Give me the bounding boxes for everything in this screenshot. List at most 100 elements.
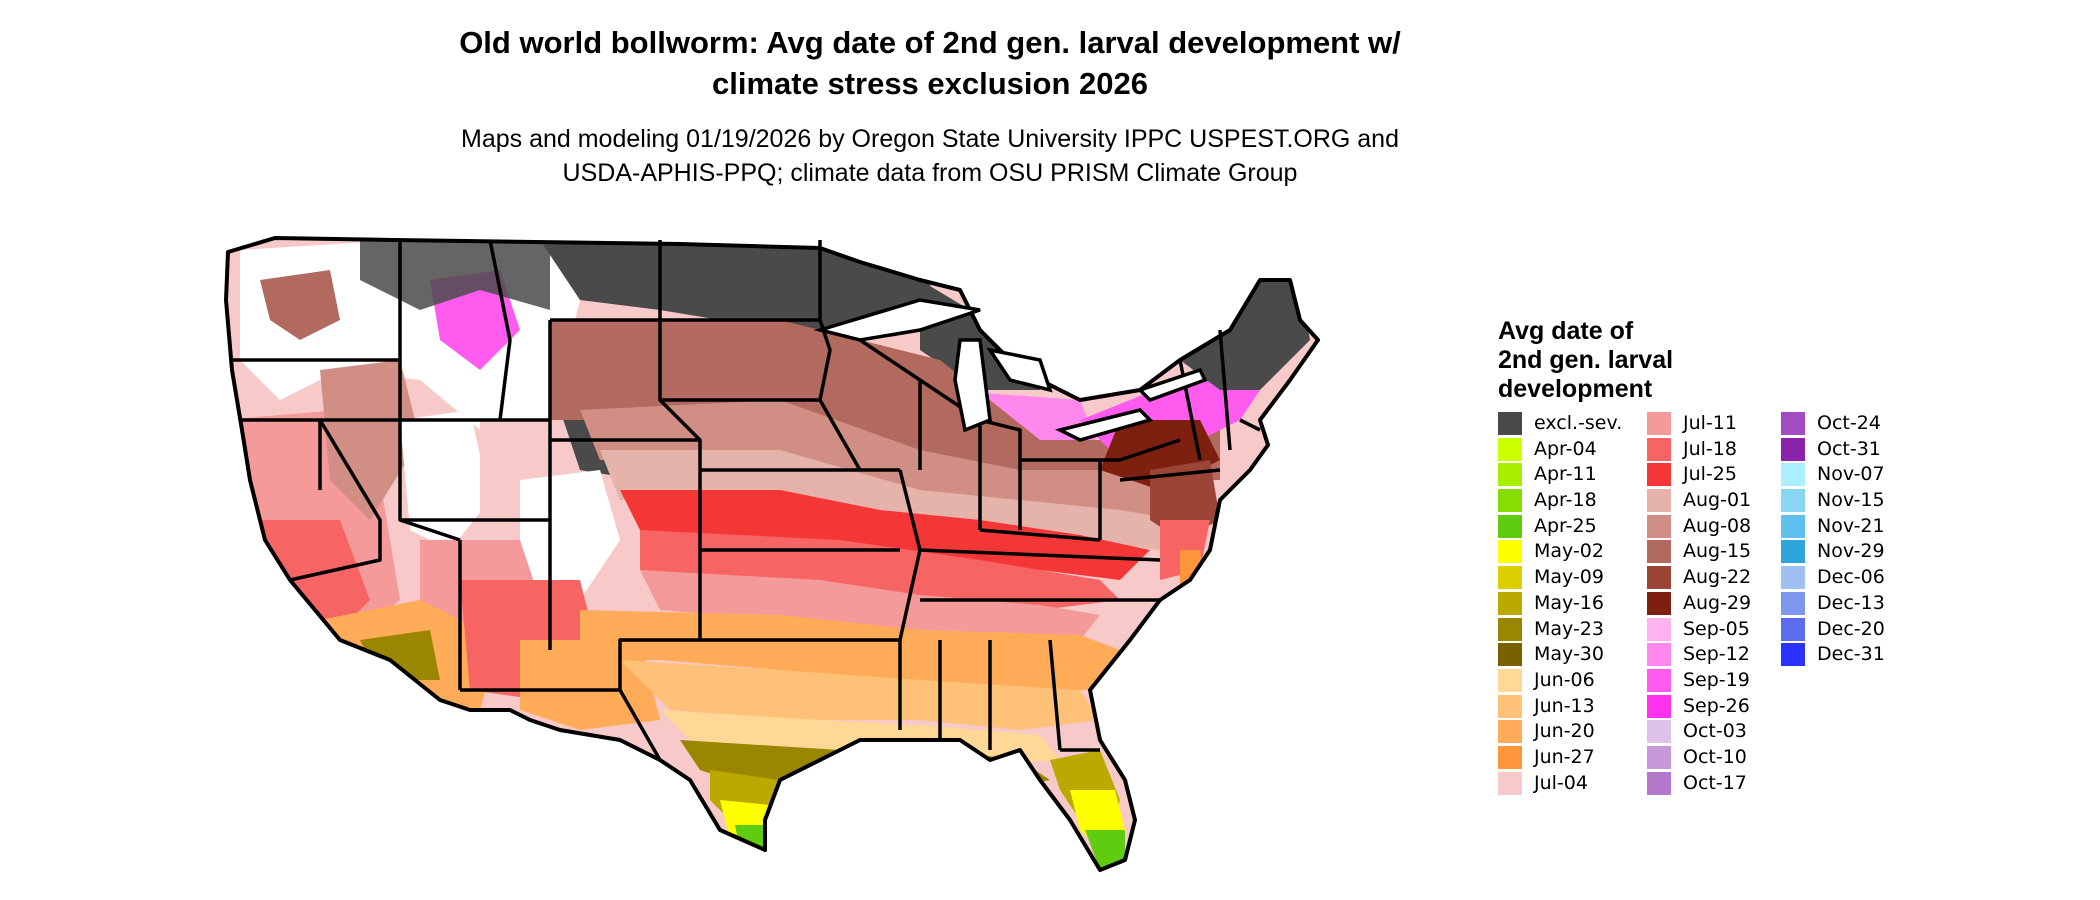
legend-item: Oct-17 xyxy=(1647,771,1787,797)
legend-swatch xyxy=(1498,514,1522,538)
legend-label: Nov-29 xyxy=(1817,540,1885,563)
legend-item: May-09 xyxy=(1498,565,1638,591)
legend-swatch xyxy=(1647,412,1671,435)
legend-swatch xyxy=(1781,540,1805,564)
us-map xyxy=(224,236,1320,872)
legend-label: Dec-31 xyxy=(1817,643,1885,666)
legend-label: May-09 xyxy=(1534,566,1604,589)
legend-swatch xyxy=(1647,463,1671,487)
map-subtitle: Maps and modeling 01/19/2026 by Oregon S… xyxy=(300,122,1560,190)
legend-item: Nov-15 xyxy=(1781,488,1921,514)
great-lakes xyxy=(813,298,1208,442)
legend-label: Dec-06 xyxy=(1817,566,1885,589)
legend-swatch xyxy=(1647,771,1671,795)
legend-item: Aug-29 xyxy=(1647,591,1787,617)
legend-swatch xyxy=(1498,437,1522,461)
legend-swatch xyxy=(1498,771,1522,795)
legend-label: excl.-sev. xyxy=(1534,412,1623,434)
legend-item: Jul-25 xyxy=(1647,462,1787,488)
legend-swatch xyxy=(1781,617,1805,641)
legend-label: Nov-21 xyxy=(1817,514,1885,537)
legend-item: May-16 xyxy=(1498,591,1638,617)
legend-label: Oct-10 xyxy=(1683,745,1747,768)
legend-label: Jun-06 xyxy=(1534,668,1595,691)
legend-item: Aug-08 xyxy=(1647,514,1787,540)
legend-item: Nov-29 xyxy=(1781,539,1921,565)
legend-swatch xyxy=(1647,489,1671,513)
legend-label: Oct-17 xyxy=(1683,771,1747,794)
legend-item: Oct-31 xyxy=(1781,437,1921,463)
legend-label: Jun-27 xyxy=(1534,745,1595,768)
legend-label: Dec-20 xyxy=(1817,617,1885,640)
legend-swatch xyxy=(1647,617,1671,641)
legend-swatch xyxy=(1647,591,1671,615)
legend-swatch xyxy=(1647,668,1671,692)
legend-label: Jun-13 xyxy=(1534,694,1595,717)
legend-swatch xyxy=(1647,643,1671,667)
legend-swatch xyxy=(1781,591,1805,615)
legend-item: Jul-11 xyxy=(1647,411,1787,437)
legend-item: Dec-31 xyxy=(1781,642,1921,668)
legend-label: Jun-20 xyxy=(1534,720,1595,743)
legend-swatch xyxy=(1647,745,1671,769)
legend-label: Oct-03 xyxy=(1683,720,1747,743)
legend-item: Apr-11 xyxy=(1498,462,1638,488)
legend-swatch xyxy=(1498,412,1522,435)
legend-swatch xyxy=(1498,617,1522,641)
legend-item: Sep-19 xyxy=(1647,668,1787,694)
subtitle-line-2: USDA-APHIS-PPQ; climate data from OSU PR… xyxy=(562,159,1298,187)
legend-swatch xyxy=(1498,591,1522,615)
legend-item: Sep-26 xyxy=(1647,694,1787,720)
legend-label: May-02 xyxy=(1534,540,1604,563)
legend-label: Sep-05 xyxy=(1683,617,1750,640)
legend-item: Oct-24 xyxy=(1781,411,1921,437)
legend-label: Apr-04 xyxy=(1534,437,1597,460)
legend-label: Aug-22 xyxy=(1683,566,1752,589)
legend-swatch xyxy=(1647,566,1671,590)
legend-swatch xyxy=(1647,514,1671,538)
legend-item: Dec-06 xyxy=(1781,565,1921,591)
legend-label: Sep-12 xyxy=(1683,643,1750,666)
legend-item: Apr-04 xyxy=(1498,437,1638,463)
legend-label: Jul-04 xyxy=(1534,771,1588,794)
legend-label: Sep-26 xyxy=(1683,694,1750,717)
legend-swatch xyxy=(1781,463,1805,487)
legend-item: Oct-03 xyxy=(1647,719,1787,745)
legend-column-2: Jul-11 Jul-18 Jul-25 Aug-01 Aug-08 Aug-15 Aug-… xyxy=(1647,411,1787,796)
legend-item: May-23 xyxy=(1498,617,1638,643)
legend-item: May-30 xyxy=(1498,642,1638,668)
legend-swatch xyxy=(1498,463,1522,487)
legend-item: Aug-22 xyxy=(1647,565,1787,591)
legend-swatch xyxy=(1647,694,1671,718)
legend-item: Aug-15 xyxy=(1647,539,1787,565)
legend-label: Jul-25 xyxy=(1683,463,1737,486)
legend-item: Oct-10 xyxy=(1647,745,1787,771)
legend-swatch xyxy=(1781,412,1805,435)
legend-swatch xyxy=(1498,668,1522,692)
legend-item: Jun-20 xyxy=(1498,719,1638,745)
legend-label: Aug-08 xyxy=(1683,514,1752,537)
legend-item: Nov-07 xyxy=(1781,462,1921,488)
legend-label: Dec-13 xyxy=(1817,591,1885,614)
title-line-1: Old world bollworm: Avg date of 2nd gen.… xyxy=(459,25,1401,60)
legend-column-3: Oct-24 Oct-31 Nov-07 Nov-15 Nov-21 Nov-29 Dec-… xyxy=(1781,411,1921,668)
legend-item: May-02 xyxy=(1498,539,1638,565)
legend-title-line-1: Avg date of xyxy=(1498,317,1634,345)
legend-label: Nov-15 xyxy=(1817,489,1885,512)
legend-item: Apr-25 xyxy=(1498,514,1638,540)
legend-swatch xyxy=(1498,720,1522,744)
legend-label: May-23 xyxy=(1534,617,1604,640)
legend-swatch xyxy=(1781,514,1805,538)
legend-label: May-16 xyxy=(1534,591,1604,614)
legend-swatch xyxy=(1498,643,1522,667)
legend-label: Aug-15 xyxy=(1683,540,1752,563)
legend-item: Dec-20 xyxy=(1781,617,1921,643)
legend-label: Nov-07 xyxy=(1817,463,1885,486)
legend-label: Jul-11 xyxy=(1683,412,1737,434)
legend-swatch xyxy=(1647,540,1671,564)
legend-item: excl.-sev. xyxy=(1498,411,1638,437)
legend-item: Jun-06 xyxy=(1498,668,1638,694)
legend-title-line-2: 2nd gen. larval xyxy=(1498,346,1674,374)
legend-label: Aug-29 xyxy=(1683,591,1752,614)
legend-swatch xyxy=(1647,437,1671,461)
